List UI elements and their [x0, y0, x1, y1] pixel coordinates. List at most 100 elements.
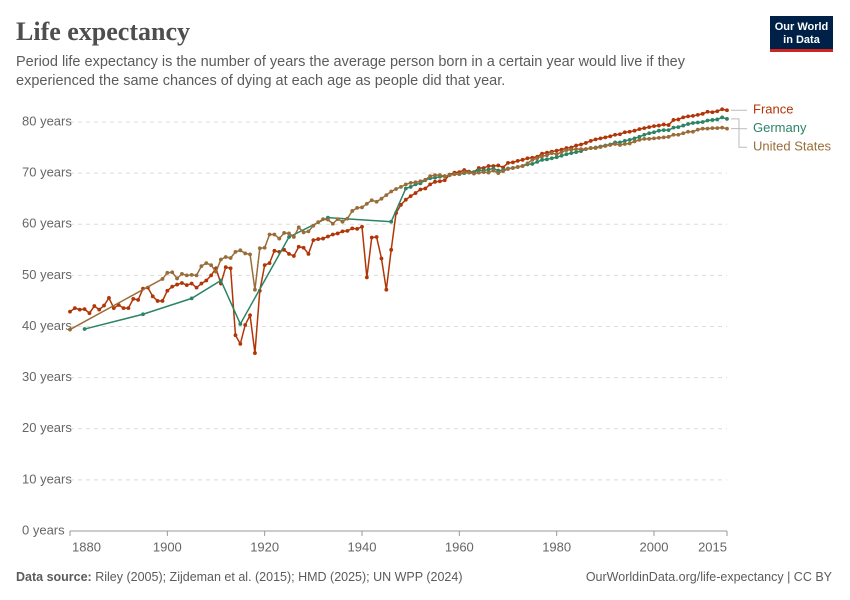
data-point: [467, 170, 471, 175]
data-point: [588, 139, 593, 143]
data-point: [506, 167, 510, 171]
data-point: [301, 230, 306, 235]
data-point: [194, 273, 199, 278]
data-point: [593, 137, 598, 142]
data-point: [248, 252, 252, 257]
data-point: [408, 185, 413, 189]
data-point: [618, 143, 622, 147]
data-point: [326, 234, 330, 239]
logo-box[interactable]: [770, 16, 833, 52]
data-point: [413, 180, 418, 185]
data-point: [306, 252, 311, 256]
data-point: [111, 306, 116, 310]
data-point: [486, 167, 491, 172]
data-point: [408, 180, 413, 185]
x-tick-label: 1980: [542, 539, 571, 554]
data-point: [267, 232, 272, 237]
data-point: [515, 158, 520, 163]
data-point: [632, 136, 637, 141]
data-point: [228, 256, 233, 260]
data-point: [661, 128, 666, 133]
data-point: [287, 231, 291, 236]
data-point: [107, 295, 111, 300]
data-point: [369, 198, 374, 203]
data-point: [656, 123, 661, 128]
data-point: [253, 351, 257, 355]
data-point: [316, 220, 321, 225]
data-point: [282, 231, 287, 235]
data-point: [569, 151, 574, 156]
data-point: [510, 166, 515, 170]
data-point: [705, 126, 710, 131]
data-point: [700, 126, 705, 131]
data-point: [476, 170, 481, 175]
data-point: [525, 156, 530, 161]
data-point: [496, 163, 501, 168]
data-point: [695, 127, 700, 132]
data-point: [228, 266, 233, 271]
series-line: [69, 126, 728, 331]
data-point: [350, 226, 355, 231]
series-label: France: [753, 102, 793, 117]
data-point: [243, 323, 248, 327]
data-point: [608, 134, 613, 139]
data-point: [583, 147, 588, 151]
data-point: [603, 144, 608, 148]
data-point: [642, 132, 647, 137]
data-point: [700, 120, 705, 124]
series-label: Germany: [753, 120, 807, 135]
data-point: [277, 236, 282, 241]
data-point: [296, 244, 301, 249]
data-point: [330, 221, 335, 226]
data-point: [296, 225, 301, 230]
data-point: [501, 169, 506, 173]
data-point: [175, 276, 179, 281]
x-tick-label: 1960: [445, 539, 474, 554]
data-point: [155, 299, 160, 303]
x-tick-label: 2015: [698, 539, 727, 554]
data-point: [442, 174, 447, 179]
data-point: [569, 147, 574, 152]
data-point: [535, 159, 540, 164]
source-text[interactable]: Riley (2005); Zijdeman et al. (2015); HM…: [95, 570, 462, 584]
data-point: [520, 157, 525, 162]
data-point: [622, 130, 627, 135]
data-point: [642, 136, 647, 141]
data-point: [700, 111, 705, 116]
data-point: [691, 121, 695, 125]
data-point: [720, 115, 725, 120]
data-point: [389, 189, 394, 194]
data-point: [627, 129, 632, 134]
data-point: [549, 156, 554, 161]
data-point: [77, 307, 82, 312]
plot-area: 0 years 10 years 20 years 30 years 40 years 5…: [22, 102, 832, 555]
data-point: [369, 235, 374, 240]
logo[interactable]: Our World in Data: [770, 16, 833, 52]
data-point: [233, 249, 238, 254]
data-point: [622, 139, 627, 143]
data-point: [82, 307, 87, 312]
footer-url[interactable]: OurWorldinData.org/life-expectancy | CC …: [586, 570, 833, 584]
data-point: [345, 228, 350, 233]
footer-source: Data source: Riley (2005); Zijdeman et a…: [16, 570, 463, 584]
data-point: [335, 231, 340, 236]
data-point: [661, 135, 666, 140]
data-point: [515, 165, 520, 169]
data-point: [160, 299, 165, 303]
data-point: [647, 131, 652, 136]
y-tick-label: 40 years: [22, 318, 72, 333]
data-point: [184, 273, 189, 278]
label-connector: [731, 128, 747, 148]
data-point: [403, 182, 408, 187]
data-point: [403, 186, 408, 191]
data-point: [272, 232, 277, 237]
data-point: [583, 141, 588, 145]
data-point: [184, 283, 189, 287]
data-point: [720, 125, 725, 130]
source-label: Data source:: [16, 570, 92, 584]
data-point: [321, 236, 325, 241]
data-point: [442, 178, 447, 183]
data-point: [437, 173, 442, 178]
data-point: [394, 187, 398, 191]
data-point: [725, 108, 729, 113]
